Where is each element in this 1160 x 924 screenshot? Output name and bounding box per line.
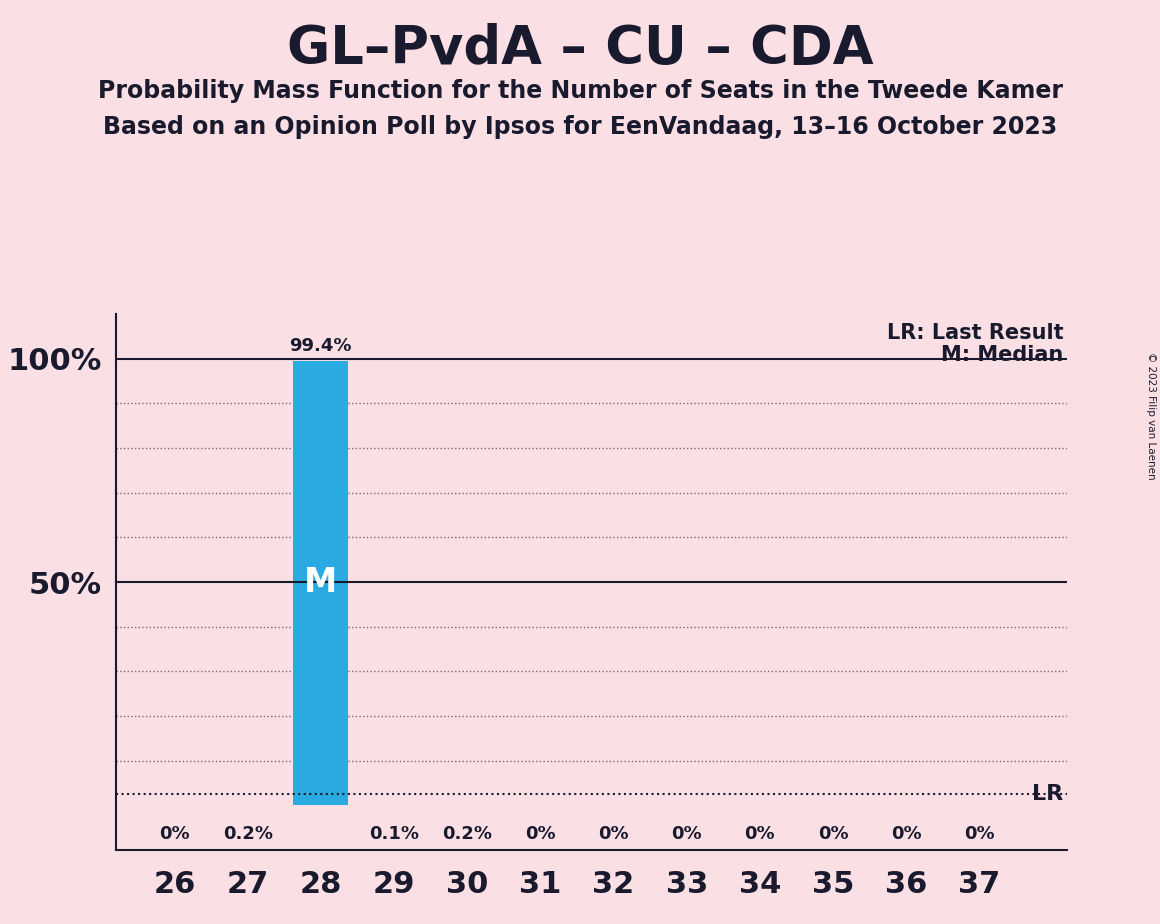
Text: LR: Last Result: LR: Last Result bbox=[887, 323, 1064, 343]
Text: 0.2%: 0.2% bbox=[442, 825, 492, 844]
Text: Probability Mass Function for the Number of Seats in the Tweede Kamer: Probability Mass Function for the Number… bbox=[97, 79, 1063, 103]
Text: Based on an Opinion Poll by Ipsos for EenVandaag, 13–16 October 2023: Based on an Opinion Poll by Ipsos for Ee… bbox=[103, 115, 1057, 139]
Text: 99.4%: 99.4% bbox=[290, 337, 353, 355]
Text: © 2023 Filip van Laenen: © 2023 Filip van Laenen bbox=[1146, 352, 1155, 480]
Text: 0%: 0% bbox=[525, 825, 556, 844]
Text: 0%: 0% bbox=[964, 825, 995, 844]
Text: 0%: 0% bbox=[745, 825, 775, 844]
Bar bbox=[293, 361, 348, 806]
Text: 0%: 0% bbox=[159, 825, 190, 844]
Text: 0%: 0% bbox=[891, 825, 921, 844]
Text: 0.1%: 0.1% bbox=[369, 825, 419, 844]
Text: 0%: 0% bbox=[599, 825, 629, 844]
Text: M: M bbox=[304, 565, 338, 599]
Text: 0%: 0% bbox=[818, 825, 848, 844]
Text: 0.2%: 0.2% bbox=[223, 825, 273, 844]
Text: M: Median: M: Median bbox=[941, 346, 1064, 365]
Text: LR: LR bbox=[1032, 784, 1064, 804]
Text: 0%: 0% bbox=[672, 825, 702, 844]
Text: GL–PvdA – CU – CDA: GL–PvdA – CU – CDA bbox=[287, 23, 873, 75]
